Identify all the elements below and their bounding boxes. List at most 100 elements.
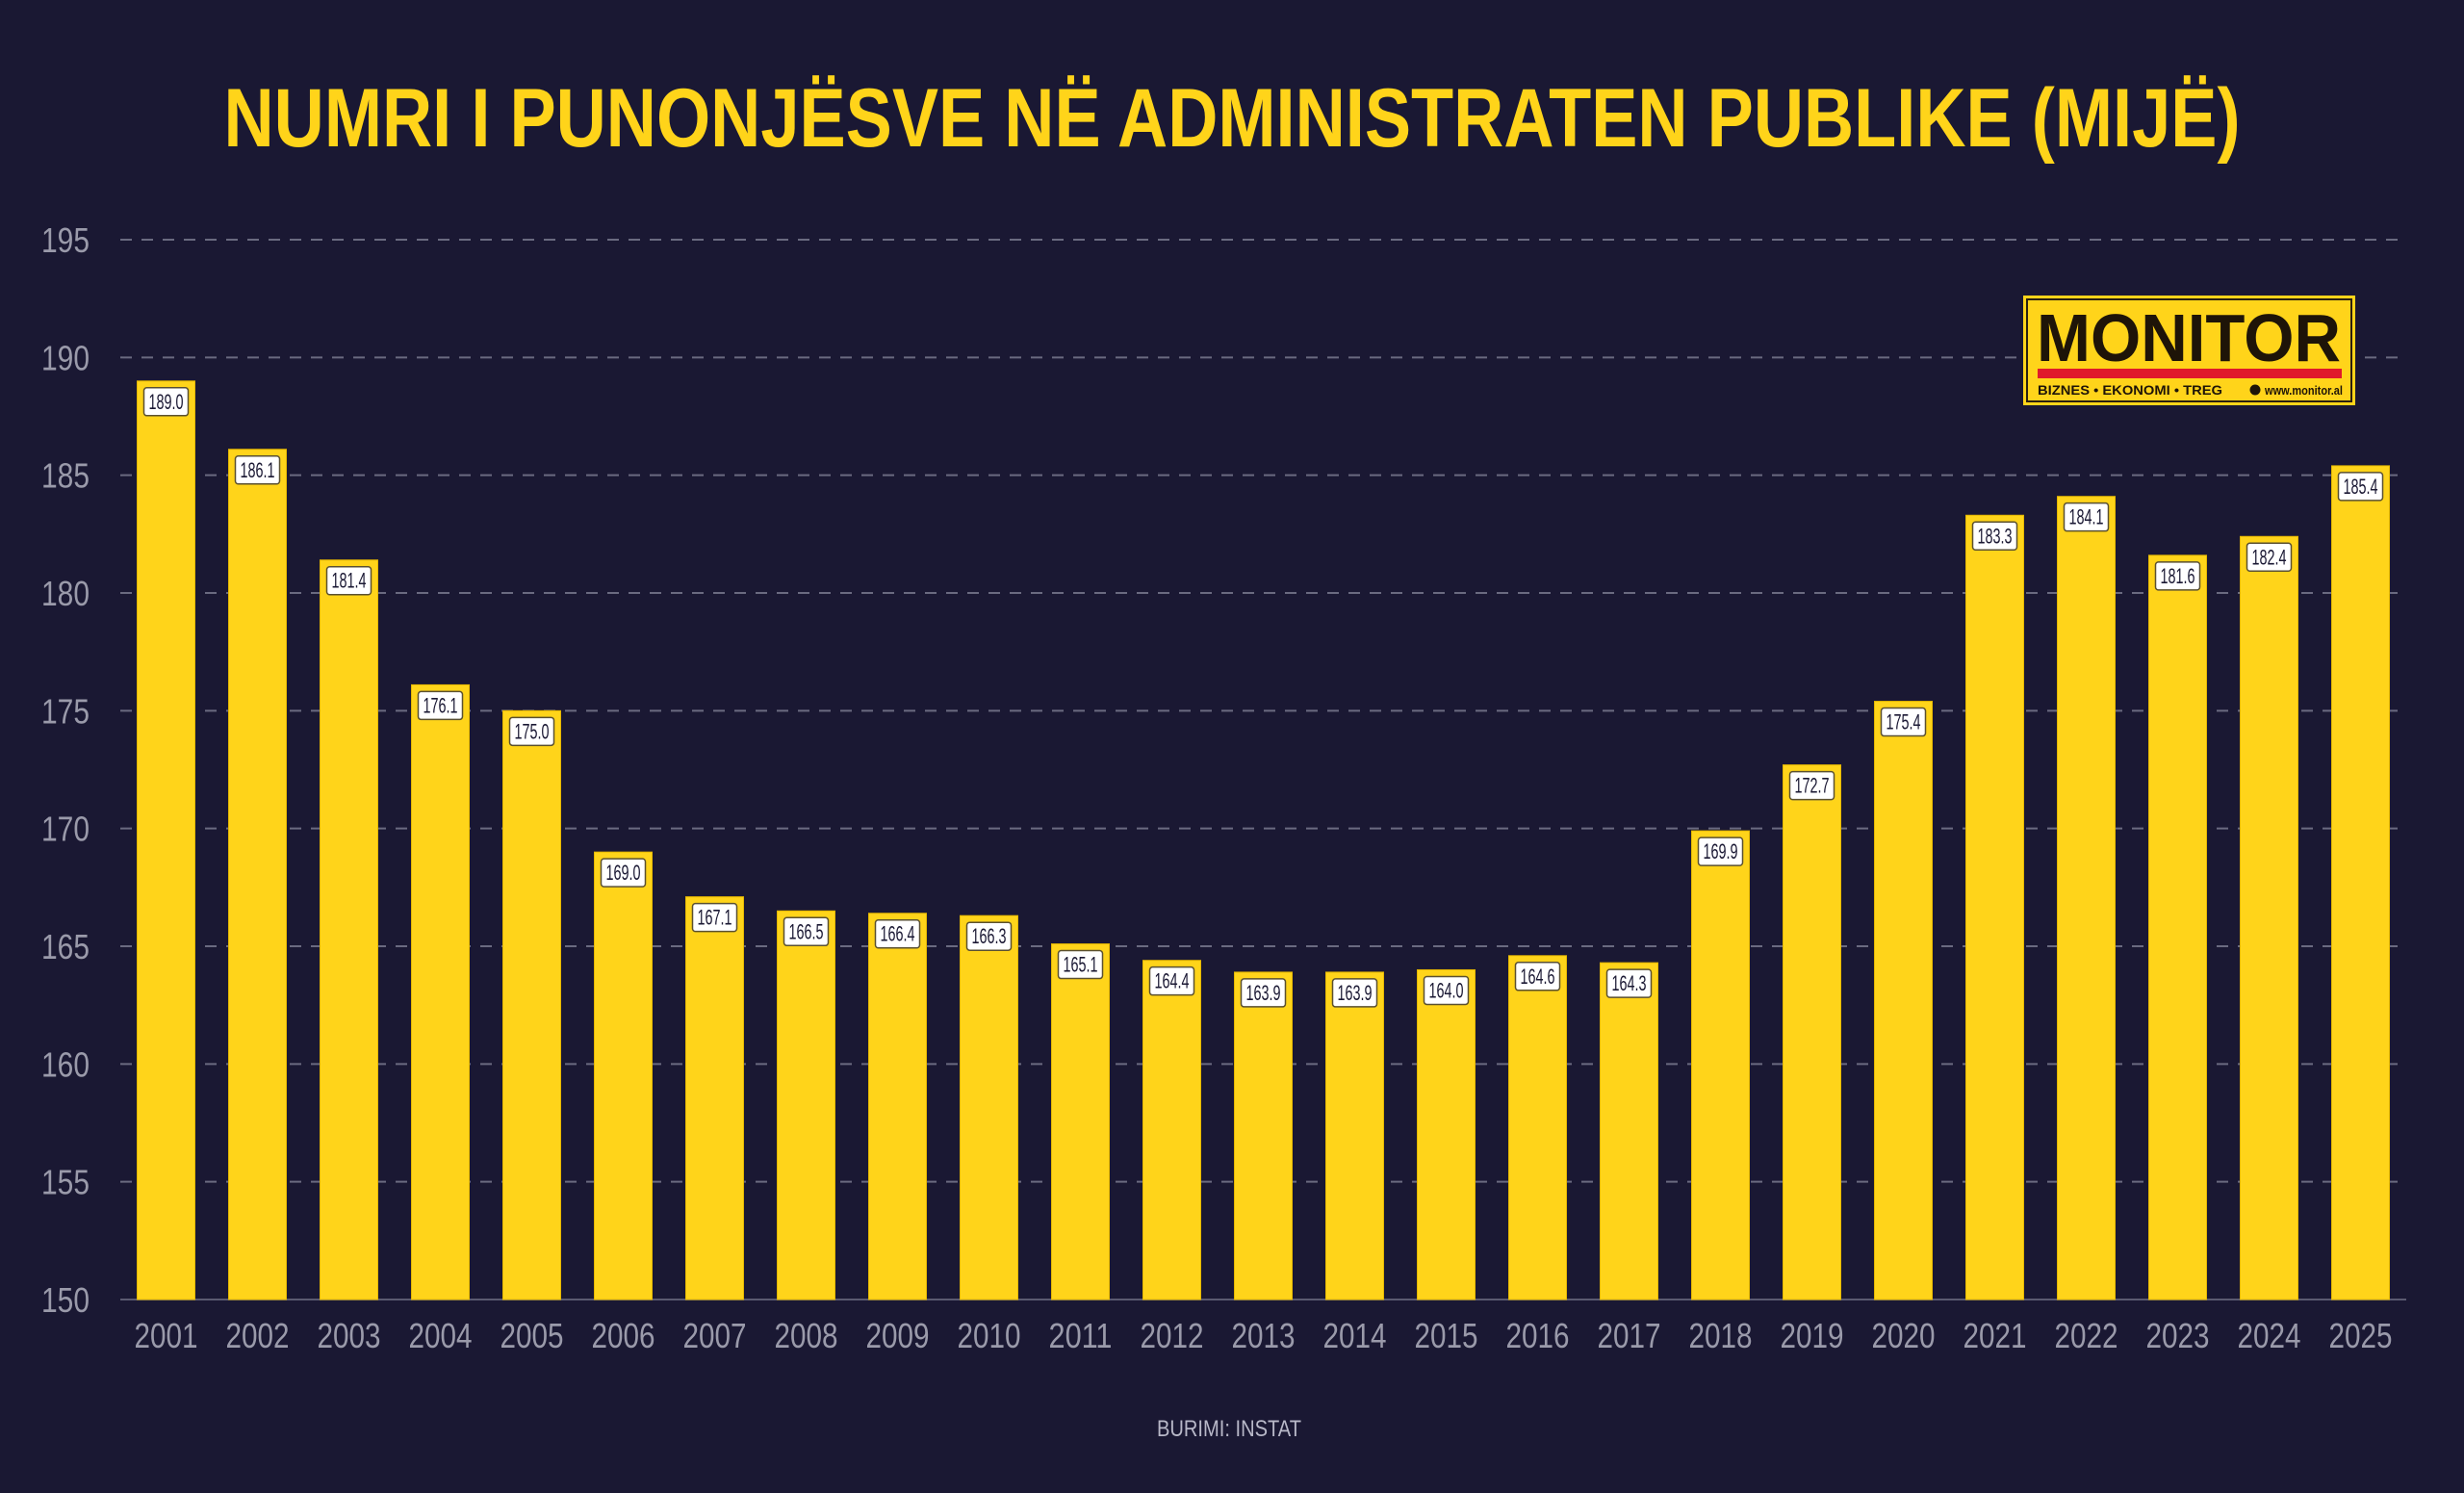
- x-axis-ticks: 2001 2002 2003 2004 2005 2006 2007 2008 2009 2010…: [135, 1316, 2393, 1355]
- data-label-box: [965, 921, 1013, 951]
- svg-text:BIZNES • EKONOMI • TREG: BIZNES • EKONOMI • TREG: [2038, 382, 2222, 398]
- data-label-box: [1240, 978, 1287, 1008]
- data-label: 164.3: [1612, 971, 1647, 995]
- data-label: 163.9: [1246, 981, 1281, 1005]
- bar: [868, 913, 927, 1300]
- monitor-logo: MONITOR BIZNES • EKONOMI • TREG www.moni…: [2023, 296, 2355, 405]
- source-note: BURIMI: INSTAT: [1157, 1416, 1301, 1442]
- data-label-box: [1788, 770, 1835, 801]
- data-label: 165.1: [1064, 953, 1098, 977]
- data-label: 175.0: [515, 719, 550, 743]
- x-tick-label: 2002: [226, 1316, 290, 1355]
- x-tick-label: 2005: [500, 1316, 564, 1355]
- data-label-box: [417, 690, 464, 721]
- data-label-box: [1605, 968, 1653, 998]
- bar: [1508, 955, 1567, 1300]
- bar: [960, 914, 1018, 1300]
- x-tick-label: 2007: [683, 1316, 747, 1355]
- data-label-box: [1971, 521, 2018, 552]
- bar: [2057, 496, 2116, 1300]
- data-label-box: [1697, 837, 1744, 866]
- bar: [1325, 971, 1384, 1300]
- data-label: 189.0: [149, 390, 184, 414]
- bar: [685, 896, 744, 1300]
- y-tick-label: 155: [41, 1163, 90, 1202]
- x-tick-label: 2011: [1049, 1316, 1113, 1355]
- bar: [2148, 554, 2207, 1300]
- y-tick-label: 170: [41, 810, 90, 849]
- data-label: 186.1: [241, 458, 275, 482]
- bar: [320, 559, 378, 1300]
- bar: [1783, 764, 1841, 1300]
- y-tick-label: 195: [41, 220, 90, 260]
- bar: [1417, 968, 1476, 1300]
- x-tick-label: 2016: [1506, 1316, 1570, 1355]
- data-label-box: [2154, 561, 2201, 591]
- bar: [228, 449, 287, 1300]
- y-tick-label: 165: [41, 927, 90, 966]
- data-label: 181.6: [2161, 564, 2195, 588]
- data-label: 181.4: [332, 569, 367, 593]
- x-tick-label: 2015: [1415, 1316, 1478, 1355]
- data-label-box: [508, 716, 555, 747]
- data-label-box: [691, 902, 738, 933]
- data-label-box: [1514, 962, 1561, 991]
- y-tick-label: 160: [41, 1044, 90, 1084]
- data-label: 164.6: [1521, 965, 1555, 989]
- bar: [502, 709, 561, 1300]
- data-label: 185.4: [2344, 475, 2378, 499]
- data-label: 169.0: [606, 861, 641, 885]
- data-label-box: [325, 565, 372, 596]
- data-label: 166.5: [789, 919, 824, 943]
- y-tick-label: 150: [41, 1280, 90, 1320]
- bar: [1600, 962, 1658, 1300]
- x-tick-label: 2017: [1598, 1316, 1661, 1355]
- x-tick-label: 2004: [409, 1316, 473, 1355]
- data-label: 167.1: [698, 906, 732, 930]
- data-label: 164.4: [1155, 969, 1190, 993]
- data-label-box: [1148, 965, 1195, 996]
- data-label-box: [2063, 502, 2110, 532]
- x-tick-label: 2013: [1232, 1316, 1296, 1355]
- data-label: 166.4: [881, 922, 915, 946]
- data-label-box: [2337, 472, 2384, 502]
- bar: [1965, 514, 2024, 1300]
- data-label-box: [874, 918, 921, 949]
- y-tick-label: 180: [41, 574, 90, 613]
- bar: [137, 380, 195, 1300]
- bar: [1051, 943, 1110, 1300]
- globe-icon: [2249, 384, 2261, 396]
- x-tick-label: 2001: [135, 1316, 198, 1355]
- x-tick-label: 2018: [1689, 1316, 1753, 1355]
- x-tick-label: 2012: [1141, 1316, 1204, 1355]
- chart-title: NUMRI I PUNONJËSVE NË ADMINISTRATEN PUBL…: [224, 72, 2241, 165]
- data-label-box: [783, 916, 830, 947]
- data-label: 172.7: [1795, 774, 1830, 798]
- bars: 189.0 186.1 181.4 176.1 175.0 169.0 167.1 166.5…: [137, 380, 2390, 1300]
- x-tick-label: 2023: [2146, 1316, 2210, 1355]
- data-label: 182.4: [2252, 545, 2287, 569]
- bar: [2331, 465, 2390, 1300]
- x-tick-label: 2003: [318, 1316, 381, 1355]
- data-label: 183.3: [1978, 524, 2013, 548]
- data-label-box: [2246, 542, 2293, 573]
- x-tick-label: 2019: [1781, 1316, 1844, 1355]
- y-tick-label: 175: [41, 691, 90, 731]
- data-label-box: [1331, 978, 1378, 1008]
- data-label-box: [600, 858, 647, 888]
- data-label: 164.0: [1429, 978, 1464, 1002]
- data-label: 175.4: [1886, 710, 1921, 734]
- data-label-box: [142, 387, 190, 417]
- x-tick-label: 2008: [775, 1316, 838, 1355]
- svg-text:www.monitor.al: www.monitor.al: [2264, 383, 2343, 398]
- x-tick-label: 2020: [1872, 1316, 1936, 1355]
- y-axis-ticks: 150 155 160 165 170 175 180 185 190 195: [41, 220, 90, 1320]
- data-label: 166.3: [972, 924, 1007, 948]
- data-label: 163.9: [1338, 981, 1373, 1005]
- data-label-box: [1880, 707, 1927, 737]
- bar: [2240, 535, 2298, 1300]
- data-label: 184.1: [2069, 505, 2104, 529]
- bar: [1874, 701, 1933, 1300]
